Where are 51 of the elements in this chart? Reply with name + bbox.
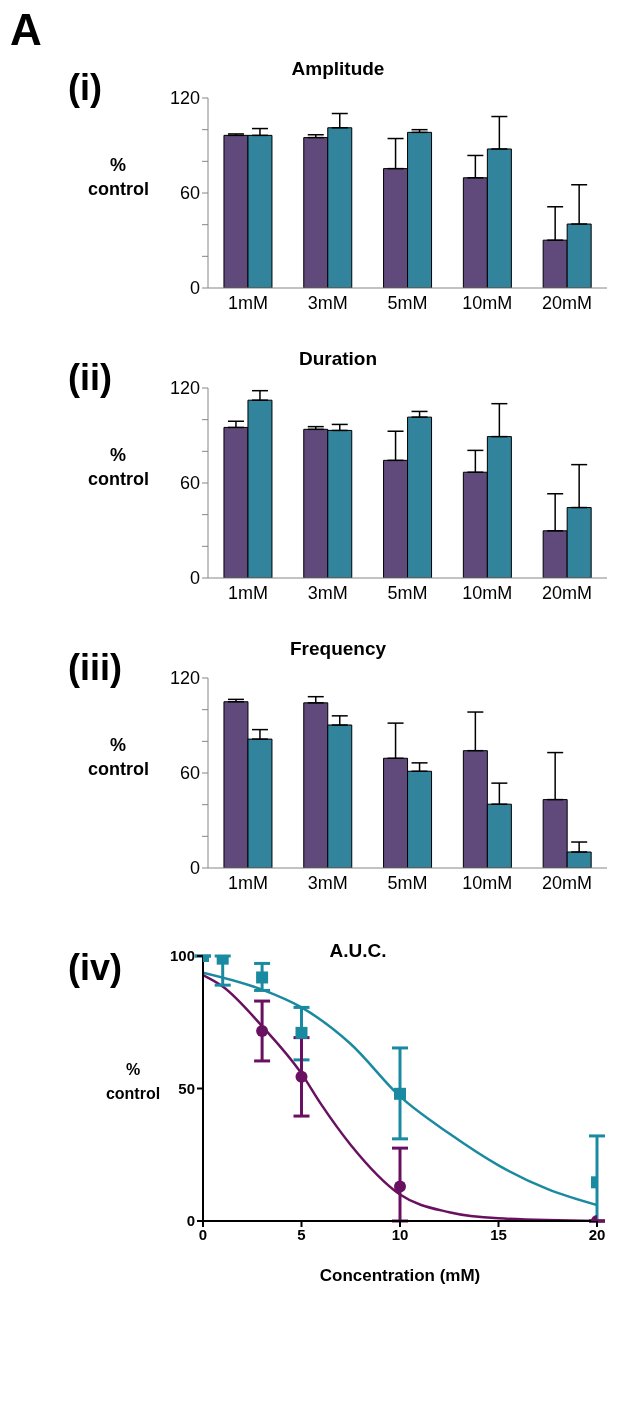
y-tick-label: 0 bbox=[189, 278, 200, 299]
x-tick-label: 1mM bbox=[227, 292, 268, 313]
text: (i) bbox=[68, 67, 102, 108]
y-axis-title: % control bbox=[88, 444, 149, 491]
text: (iii) bbox=[68, 647, 122, 688]
y-tick-label: 60 bbox=[179, 473, 200, 494]
y-tick-label: 60 bbox=[179, 763, 200, 784]
x-tick-label: 10mM bbox=[462, 582, 513, 603]
x-tick-label: 1mM bbox=[227, 582, 268, 603]
y-tick-label: 60 bbox=[179, 183, 200, 204]
y-tick-label: 100 bbox=[169, 947, 195, 965]
x-tick-label: 3mM bbox=[307, 292, 348, 313]
point bbox=[394, 1180, 406, 1193]
y-tick-label: 120 bbox=[169, 378, 200, 399]
x-tick-label: 10 bbox=[391, 1225, 409, 1243]
x-tick-label: 3mM bbox=[307, 582, 348, 603]
x-tick-label: 10mM bbox=[462, 292, 513, 313]
y-tick-label: 120 bbox=[169, 668, 200, 689]
chart-title: A.U.C. bbox=[328, 940, 388, 962]
chart-title: Frequency bbox=[288, 638, 388, 660]
x-tick-label: 10mM bbox=[462, 872, 513, 893]
point bbox=[256, 971, 269, 984]
y-tick-label: 0 bbox=[186, 1212, 195, 1230]
x-tick-label: 20mM bbox=[542, 872, 593, 893]
y-tick-label: 0 bbox=[189, 568, 200, 589]
point bbox=[256, 1024, 269, 1037]
y-tick-label: 120 bbox=[169, 88, 200, 109]
point bbox=[394, 1087, 406, 1100]
y-axis-title: % control bbox=[88, 154, 149, 201]
x-tick-label: 3mM bbox=[307, 872, 348, 893]
chart-title: Amplitude bbox=[290, 58, 386, 80]
x-tick-label: 5mM bbox=[387, 292, 428, 313]
y-tick-label: 50 bbox=[178, 1079, 195, 1097]
x-tick-label: 15 bbox=[490, 1225, 507, 1243]
x-tick-label: 20 bbox=[588, 1225, 606, 1243]
text: (ii) bbox=[68, 357, 112, 398]
x-tick-label: 5 bbox=[297, 1225, 306, 1243]
y-axis-title: % control bbox=[104, 1060, 162, 1104]
y-axis-title: % control bbox=[88, 734, 149, 781]
y-tick-label: 0 bbox=[189, 858, 200, 879]
x-tick-label: 5mM bbox=[387, 582, 428, 603]
x-tick-label: 20mM bbox=[542, 292, 593, 313]
point bbox=[295, 1070, 308, 1083]
text: A bbox=[10, 5, 42, 54]
point bbox=[295, 1026, 308, 1039]
text: (iv) bbox=[68, 947, 122, 988]
x-tick-label: 20mM bbox=[542, 582, 593, 603]
x-tick-label: 1mM bbox=[227, 872, 268, 893]
x-axis-title: Concentration (mM) bbox=[319, 1266, 481, 1285]
chart-title: Duration bbox=[297, 348, 379, 370]
x-tick-label: 5mM bbox=[387, 872, 428, 893]
